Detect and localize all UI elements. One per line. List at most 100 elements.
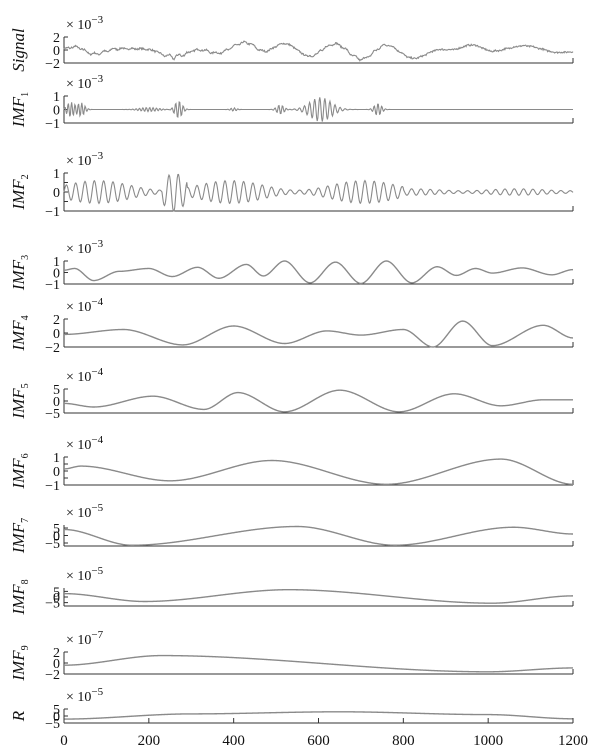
x-tick-label: 0 [60, 733, 68, 749]
y-exponent-label: × 10−4 [66, 434, 104, 453]
x-tick-label: 1200 [558, 733, 588, 749]
series-label-subscript: 8 [20, 579, 31, 584]
x-tick-label: 600 [307, 733, 330, 749]
y-exponent-label: × 10−7 [66, 629, 104, 648]
y-tick-label: 1 [53, 255, 60, 270]
series-label-subscript: 6 [20, 453, 31, 458]
panel-imf4: 20−2 × 10−4 IMF4 [9, 296, 574, 356]
panel-imf9: 20−2 × 10−7 IMF9 [9, 629, 574, 683]
y-tick-label: 0 [53, 186, 60, 201]
x-axis: 0 200 400 600 800 1000 1200 [60, 718, 588, 749]
panel-signal: 20−2 × 10−3 Signal [9, 14, 574, 72]
y-exponent-power: −3 [91, 150, 103, 162]
y-exponent-power: −5 [91, 565, 103, 577]
y-tick-label: 0 [53, 465, 60, 480]
y-tick-label: 0 [53, 591, 60, 606]
y-exponent-power: −4 [91, 434, 103, 446]
y-tick-label: 1 [53, 90, 60, 105]
y-tick-label: −1 [45, 278, 60, 293]
y-tick-label: −1 [45, 117, 60, 132]
series-line [63, 97, 573, 122]
series-label: IMF9 [9, 645, 31, 681]
series-line [63, 40, 574, 62]
series-label: IMF3 [9, 255, 31, 291]
series-line [63, 260, 574, 285]
y-exponent-label: × 10−4 [66, 366, 104, 385]
y-exponent-label: × 10−5 [66, 686, 104, 705]
y-tick-label: 1 [53, 167, 60, 182]
y-tick-label: 0 [53, 44, 60, 59]
x-tick-label: 400 [222, 733, 245, 749]
series-line [64, 654, 573, 673]
series-label-subscript: 5 [20, 383, 31, 388]
y-tick-label: 2 [53, 646, 60, 661]
series-label-subscript: 9 [20, 645, 31, 650]
y-exponent-label: × 10−3 [66, 14, 104, 33]
series-label-subscript: 7 [20, 518, 31, 523]
y-exponent-power: −5 [91, 686, 103, 698]
y-tick-label: 0 [53, 327, 60, 342]
panel-imf2: 1 0 −1 × 10−3 IMF2 [9, 150, 574, 220]
series-label-subscript: 1 [20, 92, 31, 97]
y-exponent-label: × 10−4 [66, 296, 104, 315]
series-label: IMF7 [9, 518, 31, 554]
series-line [64, 711, 573, 720]
y-tick-label: 5 [53, 703, 60, 718]
y-tick-label: 5 [53, 383, 60, 398]
y-tick-label: −1 [45, 479, 60, 494]
y-tick-label: 5 [53, 585, 60, 600]
series-label: R [9, 710, 28, 722]
y-exponent-power: −5 [91, 502, 103, 514]
y-exponent-power: −3 [91, 238, 103, 250]
y-tick-label: −5 [45, 597, 60, 612]
series-label: Signal [9, 28, 28, 72]
panel-r: 50−5× 10−5R [9, 686, 574, 732]
y-tick-label: 0 [53, 267, 60, 282]
x-tick-label: 1000 [473, 733, 503, 749]
y-tick-label: 0 [53, 104, 60, 119]
y-exponent-power: −3 [91, 14, 103, 26]
y-tick-label: 0 [53, 657, 60, 672]
series-line [64, 389, 573, 413]
series-label: IMF1 [9, 92, 31, 128]
y-exponent-label: × 10−3 [66, 150, 104, 169]
y-tick-label: −2 [45, 668, 60, 683]
y-tick-label: −2 [45, 57, 60, 72]
y-tick-label: −2 [45, 341, 60, 356]
series-label: IMF4 [9, 315, 31, 351]
series-label: IMF5 [9, 383, 31, 419]
y-exponent-label: × 10−5 [66, 502, 104, 521]
y-tick-label: 1 [53, 451, 60, 466]
y-exponent-label: × 10−3 [66, 238, 104, 257]
panel-imf6: 10−1 × 10−4 IMF6 [9, 434, 574, 494]
y-tick-label: 5 [53, 522, 60, 537]
y-tick-label: 2 [53, 31, 60, 46]
series-label: IMF6 [9, 453, 31, 489]
y-exponent-power: −4 [91, 366, 103, 378]
series-line [64, 588, 573, 604]
series-label: IMF2 [9, 174, 31, 210]
y-exponent-power: −4 [91, 296, 103, 308]
y-exponent-label: × 10−5 [66, 565, 104, 584]
y-exponent-label: × 10−3 [66, 73, 104, 92]
series-line [63, 458, 574, 485]
x-tick-label: 800 [392, 733, 415, 749]
y-tick-label: 0 [53, 530, 60, 545]
y-tick-label: −5 [45, 537, 60, 552]
y-tick-label: −5 [45, 717, 60, 732]
y-tick-label: −1 [45, 205, 60, 220]
panel-imf3: 10−1 × 10−3 IMF3 [9, 238, 574, 293]
y-tick-label: 0 [53, 395, 60, 410]
y-exponent-power: −7 [91, 629, 103, 641]
series-line [64, 320, 574, 348]
series-label-subscript: 3 [20, 255, 31, 260]
series-label-subscript: 2 [20, 174, 31, 179]
y-tick-label: −5 [45, 407, 60, 422]
x-tick-label: 200 [138, 733, 161, 749]
series-line [63, 173, 574, 212]
